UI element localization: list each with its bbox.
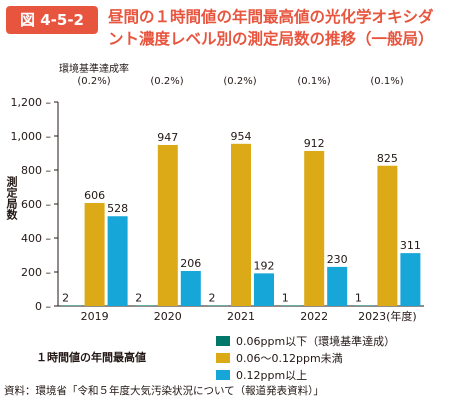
bar-high bbox=[180, 270, 201, 306]
data-label-low: 1 bbox=[355, 291, 362, 304]
y-tick-label: 1,200 – bbox=[11, 96, 52, 109]
y-tick-label: 1,000 – bbox=[11, 130, 52, 143]
bar-low bbox=[134, 305, 155, 306]
legend-item-high: 0.12ppm以上 bbox=[216, 366, 395, 383]
x-tick-label: 2022 bbox=[300, 310, 328, 323]
legend-label-high: 0.12ppm以上 bbox=[236, 368, 308, 382]
x-tick-label: 2019 bbox=[81, 310, 109, 323]
data-label-high: 192 bbox=[254, 259, 275, 272]
legend-item-mid: 0.06～0.12ppm未満 bbox=[216, 349, 395, 366]
source-note: 資料：環境省「令和５年度大気汚染状況について（報道発表資料）」 bbox=[4, 385, 324, 397]
compliance-rate-header: 環境基準達成率 bbox=[24, 63, 164, 76]
data-label-mid: 954 bbox=[231, 130, 252, 143]
x-tick-label: 2020 bbox=[154, 310, 182, 323]
y-tick-label: 400 – bbox=[21, 232, 51, 245]
compliance-rate-label: 環境基準達成率 bbox=[59, 64, 129, 75]
data-label-mid: 912 bbox=[304, 137, 325, 150]
bar-mid bbox=[377, 165, 398, 306]
data-label-high: 206 bbox=[180, 257, 201, 270]
data-label-low: 2 bbox=[62, 291, 69, 304]
bar-mid bbox=[304, 150, 325, 306]
y-axis-title: 測定局数 bbox=[5, 176, 18, 220]
legend-label-mid: 0.06～0.12ppm未満 bbox=[236, 351, 343, 365]
legend-label-low: 0.06ppm以下（環境基準達成） bbox=[236, 334, 396, 348]
y-tick-label: 600 – bbox=[21, 198, 51, 211]
x-tick-label: 2021 bbox=[227, 310, 255, 323]
data-label-mid: 825 bbox=[377, 152, 398, 165]
figure-number-badge: 図 4-5-2 bbox=[6, 6, 98, 34]
compliance-rate-2019: (0.2%) bbox=[77, 76, 111, 87]
data-label-mid: 947 bbox=[157, 131, 178, 144]
bar-mid bbox=[84, 202, 105, 306]
bar-mid bbox=[231, 143, 251, 306]
legend-item-low: 0.06ppm以下（環境基準達成） bbox=[216, 332, 395, 349]
legend: 0.06ppm以下（環境基準達成） 0.06～0.12ppm未満 0.12ppm… bbox=[216, 332, 395, 383]
x-tick-label: 2023(年度) bbox=[358, 309, 417, 323]
compliance-rate-2023: (0.1%) bbox=[370, 76, 404, 87]
data-label-mid: 606 bbox=[84, 189, 105, 202]
legend-swatch-low bbox=[216, 335, 230, 346]
y-tick-label: 200 – bbox=[21, 266, 51, 279]
compliance-rate-2022: (0.1%) bbox=[297, 76, 331, 87]
bar-low bbox=[354, 305, 375, 306]
bar-high bbox=[327, 266, 348, 306]
bar-high bbox=[254, 273, 274, 306]
bar-low bbox=[61, 305, 82, 306]
compliance-rate-2020: (0.2%) bbox=[150, 76, 184, 87]
bar-high bbox=[107, 216, 128, 306]
data-label-low: 1 bbox=[282, 291, 289, 304]
data-label-high: 528 bbox=[107, 202, 128, 215]
data-label-high: 230 bbox=[327, 253, 348, 266]
bar-mid bbox=[157, 145, 178, 306]
figure-title: 昼間の１時間値の年間最高値の光化学オキシダ ント濃度レベル別の測定局数の推移（一… bbox=[108, 8, 434, 48]
data-label-high: 311 bbox=[400, 239, 421, 252]
legend-swatch-high bbox=[216, 369, 230, 380]
bar-low bbox=[208, 305, 228, 306]
bar-low bbox=[281, 305, 302, 306]
data-label-low: 2 bbox=[135, 291, 142, 304]
data-label-low: 2 bbox=[209, 291, 216, 304]
y-tick-label: 0 – bbox=[35, 300, 51, 313]
bar-high bbox=[400, 253, 421, 306]
legend-title: １時間値の年間最高値 bbox=[36, 351, 146, 364]
y-tick-label: 800 – bbox=[21, 164, 51, 177]
legend-swatch-mid bbox=[216, 352, 230, 363]
compliance-rate-2021: (0.2%) bbox=[223, 76, 257, 87]
